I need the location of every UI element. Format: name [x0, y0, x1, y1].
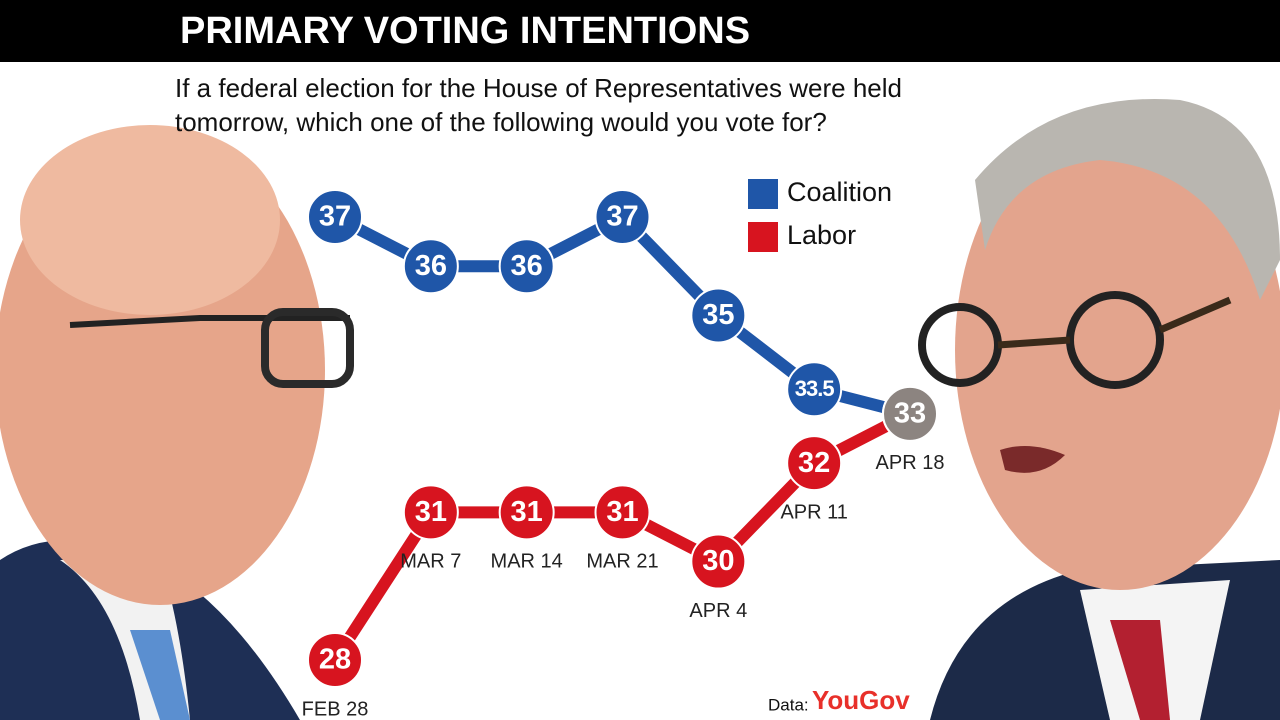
- right-portrait: [918, 99, 1280, 720]
- point: [786, 361, 843, 418]
- point: [402, 484, 459, 541]
- left-portrait: [0, 125, 354, 720]
- point: [402, 238, 459, 295]
- value-label: 31: [606, 496, 638, 528]
- value-label: 31: [415, 496, 447, 528]
- value-label: 36: [415, 250, 447, 282]
- value-label: 37: [319, 201, 351, 233]
- point: [786, 435, 843, 492]
- value-label: 33.5: [795, 376, 835, 401]
- subtitle: If a federal election for the House of R…: [175, 73, 902, 103]
- point: [498, 484, 555, 541]
- legend-swatch: [748, 179, 778, 209]
- x-tick-label: APR 18: [876, 452, 945, 474]
- legend-label: Coalition: [787, 177, 892, 207]
- x-tick-label: MAR 21: [586, 551, 658, 573]
- legend-swatch: [748, 222, 778, 252]
- value-label: 30: [702, 545, 734, 577]
- value-label: 36: [511, 250, 543, 282]
- legend-label: Labor: [787, 220, 856, 250]
- title-banner: [0, 0, 1280, 62]
- value-label: 33: [894, 398, 926, 430]
- chart-title: PRIMARY VOTING INTENTIONS: [180, 10, 750, 52]
- value-label: 28: [319, 644, 351, 676]
- x-tick-label: MAR 14: [491, 551, 563, 573]
- value-label: 37: [606, 201, 638, 233]
- point: [594, 484, 651, 541]
- point: [307, 632, 363, 688]
- value-label: 35: [702, 299, 734, 331]
- x-tick-label: APR 4: [689, 600, 747, 622]
- point: [307, 189, 363, 245]
- source-label: Data:: [768, 695, 809, 714]
- value-label: 31: [511, 496, 543, 528]
- value-label: 32: [798, 447, 830, 479]
- point: [498, 238, 555, 295]
- point: [690, 533, 747, 590]
- x-tick-label: FEB 28: [302, 698, 369, 720]
- x-tick-label: APR 11: [780, 501, 847, 523]
- x-tick-label: MAR 7: [400, 551, 461, 573]
- subtitle: tomorrow, which one of the following wou…: [175, 107, 827, 137]
- point: [882, 385, 938, 442]
- source: YouGov: [812, 685, 910, 715]
- point: [594, 189, 651, 245]
- point: [690, 287, 747, 344]
